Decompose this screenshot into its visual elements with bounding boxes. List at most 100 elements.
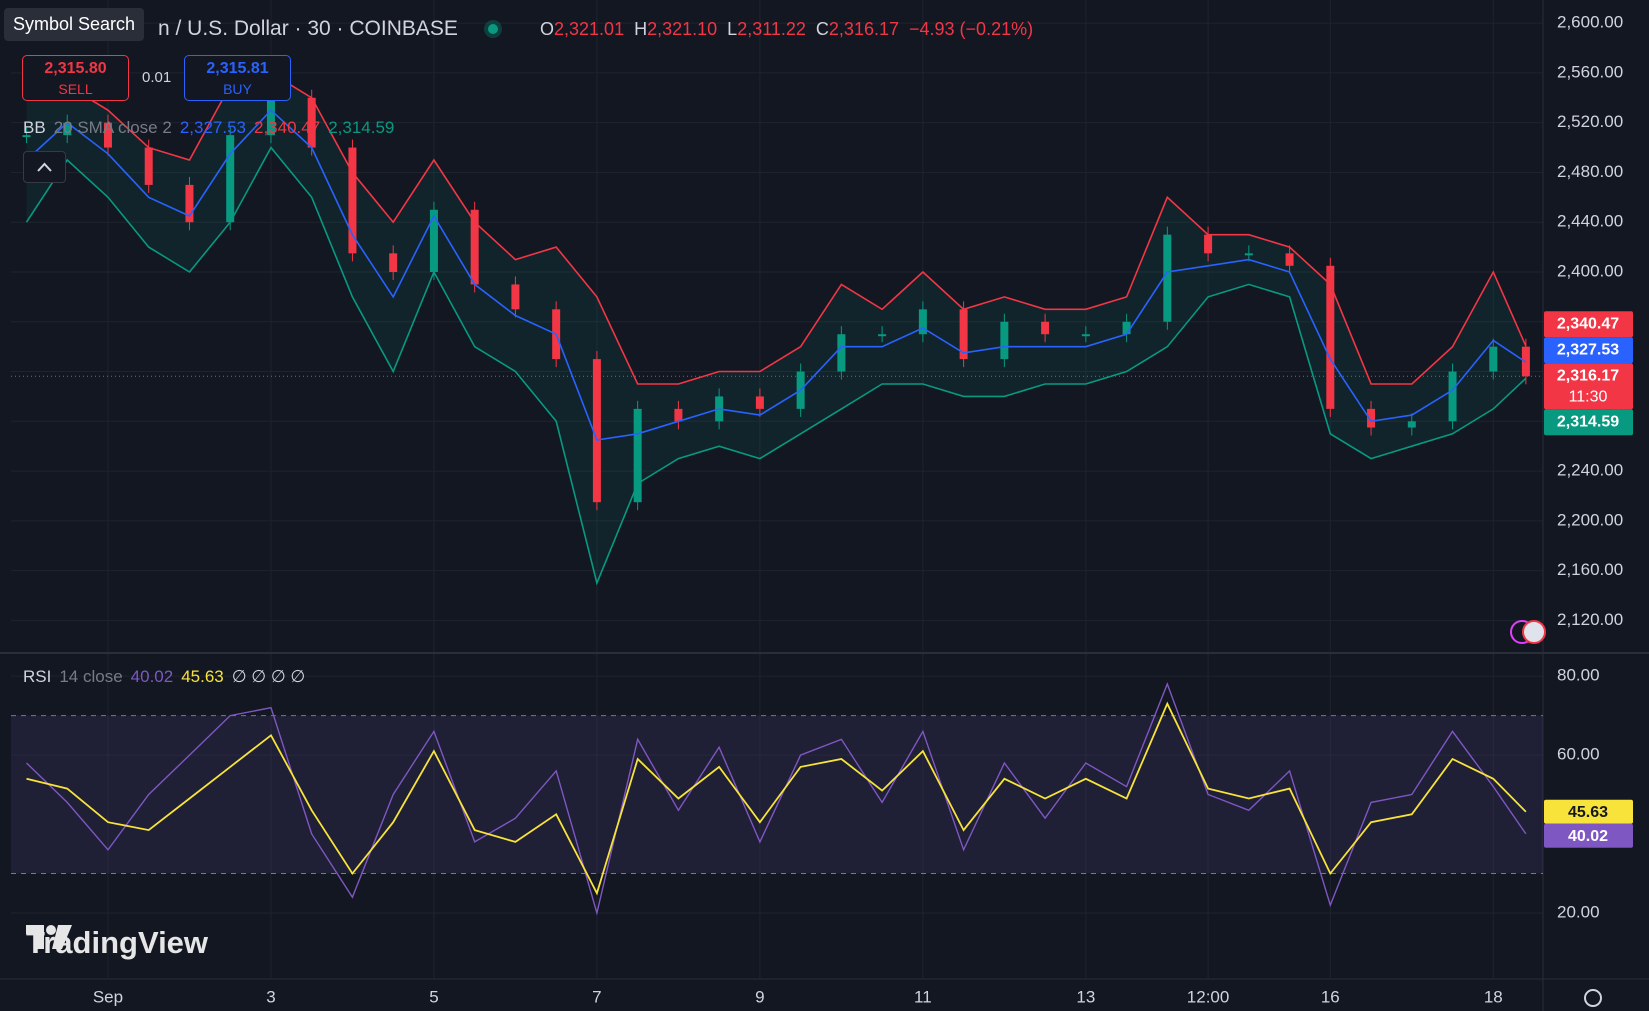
- logo[interactable]: TradingView: [26, 925, 208, 961]
- candle: [429, 209, 438, 272]
- indicator-extra: ∅ ∅ ∅ ∅: [231, 667, 306, 686]
- candle: [1326, 265, 1335, 409]
- candle: [1367, 408, 1376, 428]
- price-badge-label: 2,316.17: [1557, 368, 1619, 385]
- indicator-name: RSI: [23, 667, 52, 686]
- candle: [511, 284, 520, 310]
- candle: [959, 309, 968, 360]
- indicator-params: 20 SMA close 2: [53, 118, 172, 137]
- candle: [837, 334, 846, 372]
- candle: [389, 253, 398, 272]
- x-tick-label: 9: [755, 987, 764, 1006]
- value: 2,316.17: [828, 19, 899, 39]
- price-badge-label: 45.63: [1568, 804, 1608, 821]
- rsi-line: [26, 701, 1527, 896]
- candle: [1204, 234, 1213, 254]
- y-tick-label: 2,200.00: [1557, 510, 1623, 529]
- ohlc-open: O2,321.01: [540, 19, 624, 40]
- label: O: [540, 19, 555, 39]
- rsi-legend[interactable]: RSI 14 close 40.02 45.63 ∅ ∅ ∅ ∅: [23, 667, 305, 687]
- candle: [1489, 346, 1498, 372]
- x-tick-label: 11: [914, 987, 932, 1006]
- price-badge: [1544, 363, 1633, 410]
- candle: [633, 408, 642, 503]
- buy-label: BUY: [223, 81, 252, 97]
- value: 2,321.10: [647, 19, 718, 39]
- ohlc-low: L2,311.22: [727, 19, 806, 40]
- value: 2,311.22: [737, 19, 806, 39]
- countdown: 11:30: [1569, 389, 1608, 406]
- price-badge-label: 2,340.47: [1557, 316, 1619, 333]
- indicator-value: 2,327.53: [179, 118, 246, 137]
- ohlc: O2,321.01 H2,321.10 L2,311.22 C2,316.17 …: [540, 19, 1033, 40]
- candle: [592, 359, 601, 503]
- buy-button[interactable]: 2,315.81 BUY: [184, 55, 291, 101]
- ohlc-high: H2,321.10: [634, 19, 717, 40]
- spread: 0.01: [142, 69, 172, 86]
- symbol-title[interactable]: n / U.S. Dollar · 30 · COINBASE: [158, 17, 498, 41]
- candle: [22, 135, 31, 138]
- x-tick-label: 18: [1484, 987, 1503, 1006]
- y-tick-label: 2,160.00: [1557, 560, 1623, 579]
- indicator-value: 2,340.47: [254, 118, 321, 137]
- candle: [918, 309, 927, 335]
- candle: [266, 97, 275, 136]
- label: L: [727, 19, 738, 39]
- candle: [1244, 253, 1253, 256]
- ohlc-close: C2,316.17: [816, 19, 899, 40]
- candle: [674, 408, 683, 422]
- caret-icon: [37, 162, 52, 172]
- sell-button[interactable]: 2,315.80 SELL: [22, 55, 129, 101]
- candle: [226, 135, 235, 223]
- candle: [185, 184, 194, 223]
- candle: [1122, 321, 1131, 335]
- price-badge: [1544, 311, 1633, 338]
- rsi-line: [26, 682, 1527, 916]
- y-tick-label: 2,520.00: [1557, 112, 1623, 131]
- tooltip: Symbol Search: [4, 8, 145, 41]
- y-tick-label: 2,560.00: [1557, 62, 1623, 81]
- candle: [307, 97, 316, 148]
- band-line: [25, 109, 1527, 441]
- price-badge: [1544, 799, 1633, 824]
- candle: [1081, 334, 1090, 337]
- bb-legend[interactable]: BB 20 SMA close 2 2,327.53 2,340.47 2,31…: [23, 118, 394, 138]
- indicator-value: 2,314.59: [328, 118, 395, 137]
- x-tick-label: Sep: [93, 987, 123, 1006]
- candle: [1407, 421, 1416, 428]
- buy-price: 2,315.81: [206, 60, 269, 77]
- x-tick-label: 16: [1321, 987, 1340, 1006]
- price-badge: [1544, 823, 1633, 848]
- price-badge-label: 2,327.53: [1557, 342, 1619, 359]
- price-badge: [1544, 337, 1633, 364]
- label: C: [815, 19, 829, 39]
- x-tick-label: 7: [592, 987, 601, 1006]
- y-tick-label: 80.00: [1557, 666, 1600, 685]
- y-tick-label: 2,240.00: [1557, 461, 1623, 480]
- x-tick-label: 13: [1076, 987, 1095, 1006]
- x-tick-label: 12:00: [1187, 987, 1230, 1006]
- y-tick-label: 2,440.00: [1557, 212, 1623, 231]
- status-dot: [487, 24, 498, 34]
- indicator-params: 14 close: [59, 667, 123, 686]
- candle: [755, 396, 764, 409]
- candle: [470, 209, 479, 285]
- value: 2,321.01: [554, 19, 625, 39]
- candle: [878, 334, 887, 337]
- candle: [1163, 234, 1172, 322]
- label: H: [634, 19, 648, 39]
- candle: [1000, 321, 1009, 360]
- rsi-band: [11, 715, 1543, 874]
- logo-icon: [26, 925, 72, 949]
- indicator-name: BB: [23, 118, 46, 137]
- x-tick-label: 3: [266, 987, 275, 1006]
- y-tick-label: 2,400.00: [1557, 261, 1623, 280]
- candle: [1041, 321, 1050, 335]
- collapse-button[interactable]: [23, 151, 66, 183]
- indicator-value: 40.02: [130, 667, 174, 686]
- sell-price: 2,315.80: [44, 60, 107, 77]
- price-badge-label: 40.02: [1568, 828, 1608, 845]
